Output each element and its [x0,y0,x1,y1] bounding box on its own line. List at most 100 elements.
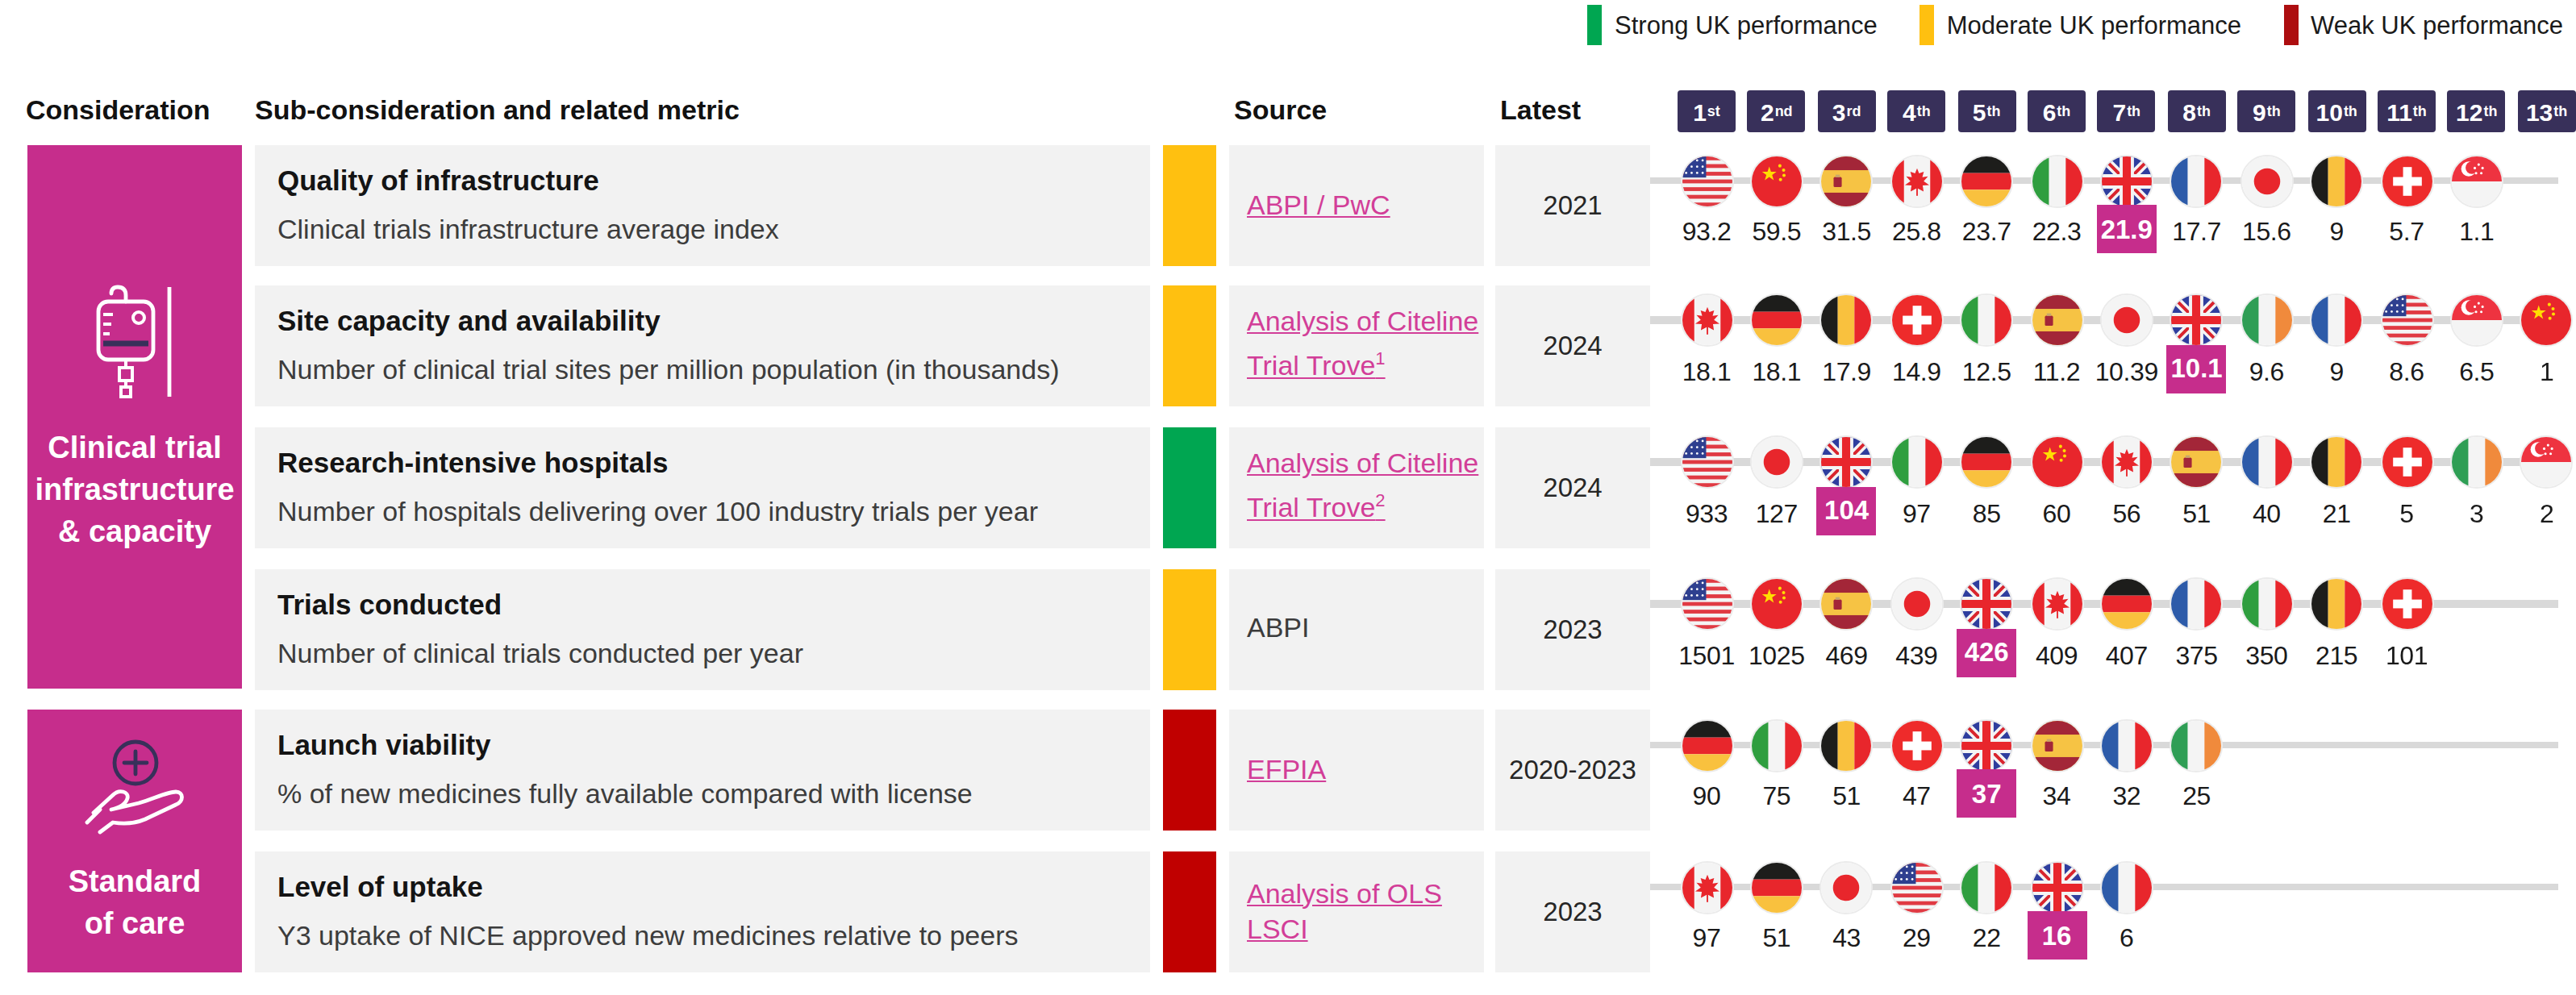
rank-header-5th: 5th [1957,90,2015,132]
rank-header-2nd: 2nd [1748,90,1806,132]
flag-ca-icon [2030,577,2083,631]
legend-label: Weak UK performance [2311,10,2563,40]
flag-gb-icon [1960,718,2013,772]
flag-fr-icon [2170,577,2224,631]
rank-header-11th: 11th [2378,90,2436,132]
flag-de-icon [1680,718,1733,772]
metric-row: Research-intensive hospitals Number of ho… [0,427,2576,547]
flag-fr-icon [2100,718,2153,772]
flag-es-icon [2030,294,2083,347]
source-cell: EFPIA [1229,710,1484,831]
source-cell: ABPI / PwC [1229,145,1484,266]
metric-title: Research-intensive hospitals [277,446,1124,480]
flag-jp-icon [2100,294,2153,347]
flag-ca-icon [1890,154,1943,207]
source-link[interactable]: ABPI / PwC [1247,188,1390,223]
rank-value: 127 [1728,498,1825,530]
rank-value: 25 [2149,781,2245,813]
metric-title: Level of uptake [277,871,1124,905]
source-cell: Analysis of Citeline Trial Trove1 [1229,285,1484,406]
flag-ca-icon [2100,435,2153,489]
flag-fr-icon [2100,860,2153,914]
flag-it-icon [1890,435,1943,489]
metric-card: Site capacity and availabilityNumber of … [255,285,1150,406]
metric-row: Quality of infrastructureClinical trials… [0,145,2576,266]
flag-gb-icon [1960,577,2013,631]
flag-be-icon [1820,294,1874,347]
source-footnote: 1 [1375,348,1385,368]
legend-item-weak: Weak UK performance [2283,5,2563,45]
metric-card: Launch viability% of new medicines fully… [255,710,1150,831]
rank-header-3rd: 3rd [1818,90,1876,132]
flag-us-icon [1680,435,1733,489]
flag-it-icon [1960,294,2013,347]
flag-ca-icon [1680,860,1733,914]
metric-card: Trials conductedNumber of clinical trial… [255,568,1150,689]
flag-cn-icon [1750,577,1803,631]
rank-value: 1 [2499,356,2576,388]
flag-ch-icon [2380,154,2433,207]
rank-header-12th: 12th [2448,90,2506,132]
flag-us-icon [2380,294,2433,347]
flag-fr-icon [2310,294,2363,347]
latest-year-cell: 2023 [1495,851,1650,972]
flag-de-icon [1750,860,1803,914]
source-link[interactable]: Analysis of Citeline Trial Trove2 [1247,447,1484,527]
latest-year-cell: 2024 [1495,285,1650,406]
metric-title: Quality of infrastructure [277,164,1124,198]
flag-de-icon [1960,154,2013,207]
metric-title: Site capacity and availability [277,304,1124,338]
rank-value: 47 [1868,781,1965,813]
source-cell: Analysis of Citeline Trial Trove2 [1229,427,1484,547]
flag-es-icon [2030,718,2083,772]
metric-description: Y3 uptake of NICE approved new medicines… [277,919,1124,953]
latest-year-cell: 2020-2023 [1495,710,1650,831]
performance-status-bar-weak [1163,851,1216,972]
flag-gb-icon [2170,294,2224,347]
legend-label: Moderate UK performance [1947,10,2241,40]
column-header-metric: Sub-consideration and related metric [255,90,740,132]
source-link[interactable]: Analysis of Citeline Trial Trove1 [1247,305,1484,385]
rank-header-13th: 13th [2518,90,2576,132]
flag-es-icon [1820,154,1874,207]
flag-be-icon [2310,435,2363,489]
rank-value: 6 [2078,922,2175,955]
source-cell: ABPI [1229,568,1484,689]
flag-ie-icon [2450,435,2503,489]
rank-value: 1.1 [2428,216,2525,248]
rank-header-4th: 4th [1887,90,1945,132]
column-header-source: Source [1234,90,1327,132]
flag-be-icon [2310,577,2363,631]
flag-sg-icon [2450,294,2503,347]
flag-be-icon [2310,154,2363,207]
legend-label: Strong UK performance [1615,10,1878,40]
metric-row: Site capacity and availabilityNumber of … [0,285,2576,406]
flag-cn-icon [2030,435,2083,489]
flag-it-icon [2240,577,2293,631]
flag-us-icon [1680,154,1733,207]
source-link[interactable]: Analysis of OLS LSCI [1247,876,1484,947]
flag-ch-icon [1890,718,1943,772]
strong-performance-swatch [1587,5,1602,45]
latest-year-cell: 2021 [1495,145,1650,266]
flag-ch-icon [2380,435,2433,489]
flag-it-icon [2030,154,2083,207]
flag-gb-icon [2030,860,2083,914]
rank-header-7th: 7th [2098,90,2156,132]
column-header-latest: Latest [1500,90,1581,132]
performance-status-bar-moderate [1163,285,1216,406]
source-link[interactable]: EFPIA [1247,752,1326,788]
rank-header-6th: 6th [2028,90,2086,132]
flag-sg-icon [2450,154,2503,207]
latest-year-cell: 2024 [1495,427,1650,547]
flag-de-icon [2100,577,2153,631]
metric-card: Quality of infrastructureClinical trials… [255,145,1150,266]
flag-fr-icon [2240,435,2293,489]
flag-jp-icon [1890,577,1943,631]
metric-description: Number of hospitals delivering over 100 … [277,494,1124,528]
rank-value: 10.39 [2078,356,2175,388]
legend-item-moderate: Moderate UK performance [1919,5,2241,45]
flag-jp-icon [2240,154,2293,207]
metric-row: Level of uptake Y3 uptake of NICE approve… [0,851,2576,972]
legend: Strong UK performance Moderate UK perfor… [1587,5,2563,45]
